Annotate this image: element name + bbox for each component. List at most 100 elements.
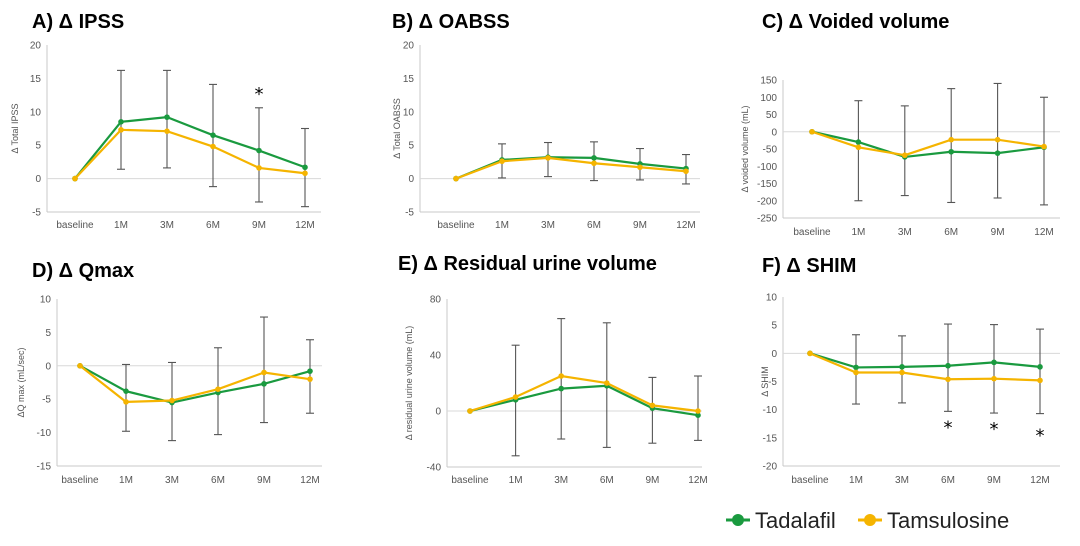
x-tick-label: baseline xyxy=(56,220,94,231)
panel-title: E) Δ Residual urine volume xyxy=(398,253,657,275)
x-tick-label: 6M xyxy=(206,220,220,231)
x-tick-label: 3M xyxy=(554,475,568,486)
y-tick-label: 40 xyxy=(430,351,442,362)
data-point-tamsulosine xyxy=(695,408,701,414)
x-tick-label: 9M xyxy=(645,475,659,486)
panel-4: D) Δ Qmax ΔQ max (mL/sec) -15 -10 -5 0 5 10 base… xyxy=(16,260,322,486)
data-point-tadalafil xyxy=(945,362,951,369)
y-tick-label: -5 xyxy=(405,208,414,219)
data-point-tadalafil xyxy=(558,385,564,392)
series-line-tadalafil xyxy=(74,116,306,180)
data-point-tadalafil xyxy=(210,132,216,138)
x-tick-label: baseline xyxy=(793,227,831,238)
data-point-tamsulosine xyxy=(307,376,313,382)
y-axis-label: Δ Total OABSS xyxy=(392,98,402,159)
data-point-tamsulosine xyxy=(807,350,813,357)
legend-item-tadalafil: Tadalafil xyxy=(726,508,836,533)
x-tick-label: 3M xyxy=(165,475,179,486)
significance-marker: * xyxy=(990,419,999,440)
data-point-tadalafil xyxy=(1037,364,1043,370)
data-point-tamsulosine xyxy=(855,144,862,151)
data-point-tadalafil xyxy=(994,150,1001,156)
data-point-tamsulosine xyxy=(123,399,129,405)
data-point-tamsulosine xyxy=(1037,377,1043,384)
data-point-tamsulosine xyxy=(948,136,954,143)
y-axis-label: Δ SHIM xyxy=(760,366,770,397)
data-point-tadalafil xyxy=(256,147,262,154)
data-point-tadalafil xyxy=(591,155,597,161)
series-line-tadalafil xyxy=(79,364,311,404)
data-point-tamsulosine xyxy=(169,397,175,404)
y-tick-label: -200 xyxy=(757,196,777,207)
data-point-tamsulosine xyxy=(683,168,689,175)
data-point-tamsulosine xyxy=(809,128,815,135)
data-point-tamsulosine xyxy=(512,394,519,400)
data-point-tamsulosine xyxy=(649,402,656,409)
y-tick-label: 10 xyxy=(30,107,42,118)
x-tick-label: 12M xyxy=(688,475,707,486)
y-tick-label: 5 xyxy=(35,141,41,152)
series-line-tamsulosine xyxy=(74,128,306,180)
y-tick-label: -5 xyxy=(32,208,41,219)
data-point-tamsulosine xyxy=(545,155,551,161)
y-tick-label: -150 xyxy=(757,179,777,190)
panel-title: A) Δ IPSS xyxy=(32,11,124,33)
x-tick-label: 1M xyxy=(114,220,128,231)
x-tick-label: 9M xyxy=(987,475,1001,486)
x-tick-label: 12M xyxy=(300,475,319,486)
y-tick-label: -10 xyxy=(763,405,778,416)
x-tick-label: baseline xyxy=(791,475,829,486)
data-point-tamsulosine xyxy=(604,380,610,386)
data-point-tamsulosine xyxy=(902,152,908,159)
y-tick-label: -5 xyxy=(42,395,51,406)
data-point-tamsulosine xyxy=(899,369,905,376)
x-tick-label: 12M xyxy=(1034,227,1053,238)
panel-2: B) Δ OABSS Δ Total OABSS -5 0 5 10 15 20 baselin… xyxy=(392,11,700,231)
y-tick-label: 5 xyxy=(408,141,414,152)
y-tick-label: 80 xyxy=(430,295,442,306)
x-tick-label: 12M xyxy=(1030,475,1049,486)
y-tick-label: 0 xyxy=(771,349,777,360)
y-tick-label: 50 xyxy=(766,110,778,121)
x-tick-label: 1M xyxy=(849,475,863,486)
x-tick-label: 3M xyxy=(895,475,909,486)
data-point-tadalafil xyxy=(855,139,862,145)
data-point-tamsulosine xyxy=(499,158,505,165)
x-tick-label: 9M xyxy=(633,220,647,231)
y-tick-label: 20 xyxy=(403,41,415,52)
data-point-tamsulosine xyxy=(210,143,216,150)
y-tick-label: 15 xyxy=(403,74,415,85)
y-tick-label: 0 xyxy=(771,127,777,138)
data-point-tadalafil xyxy=(307,368,313,374)
panel-title: C) Δ Voided volume xyxy=(762,11,949,33)
panel-title: B) Δ OABSS xyxy=(392,11,510,33)
y-tick-label: 0 xyxy=(35,174,41,185)
data-point-tadalafil xyxy=(991,359,997,366)
x-tick-label: baseline xyxy=(437,220,475,231)
x-tick-label: 9M xyxy=(257,475,271,486)
x-tick-label: 9M xyxy=(252,220,266,231)
y-tick-label: -10 xyxy=(37,428,52,439)
data-point-tamsulosine xyxy=(72,175,78,182)
data-point-tadalafil xyxy=(853,364,859,371)
x-tick-label: 12M xyxy=(676,220,695,231)
y-tick-label: 15 xyxy=(30,74,42,85)
legend-swatch-marker xyxy=(864,514,876,526)
y-axis-label: Δ Total IPSS xyxy=(10,103,20,153)
data-point-tadalafil xyxy=(261,381,267,387)
x-tick-label: 1M xyxy=(509,475,523,486)
legend-label: Tamsulosine xyxy=(887,508,1009,533)
series-line-tamsulosine xyxy=(811,130,1045,157)
panel-1: A) Δ IPSS Δ Total IPSS -5 0 5 10 15 20 baseline 1… xyxy=(10,11,321,231)
data-point-tamsulosine xyxy=(302,170,308,177)
significance-marker: * xyxy=(255,84,264,105)
series-line-tamsulosine xyxy=(455,156,687,180)
y-tick-label: 100 xyxy=(760,93,777,104)
data-point-tadalafil xyxy=(302,164,308,171)
data-point-tamsulosine xyxy=(853,369,859,376)
data-point-tamsulosine xyxy=(261,369,267,376)
y-tick-label: -15 xyxy=(763,433,778,444)
panel-6: F) Δ SHIM Δ SHIM -20 -15 -10 -5 0 5 10 baseline 1M… xyxy=(760,255,1060,486)
data-point-tadalafil xyxy=(899,364,905,370)
